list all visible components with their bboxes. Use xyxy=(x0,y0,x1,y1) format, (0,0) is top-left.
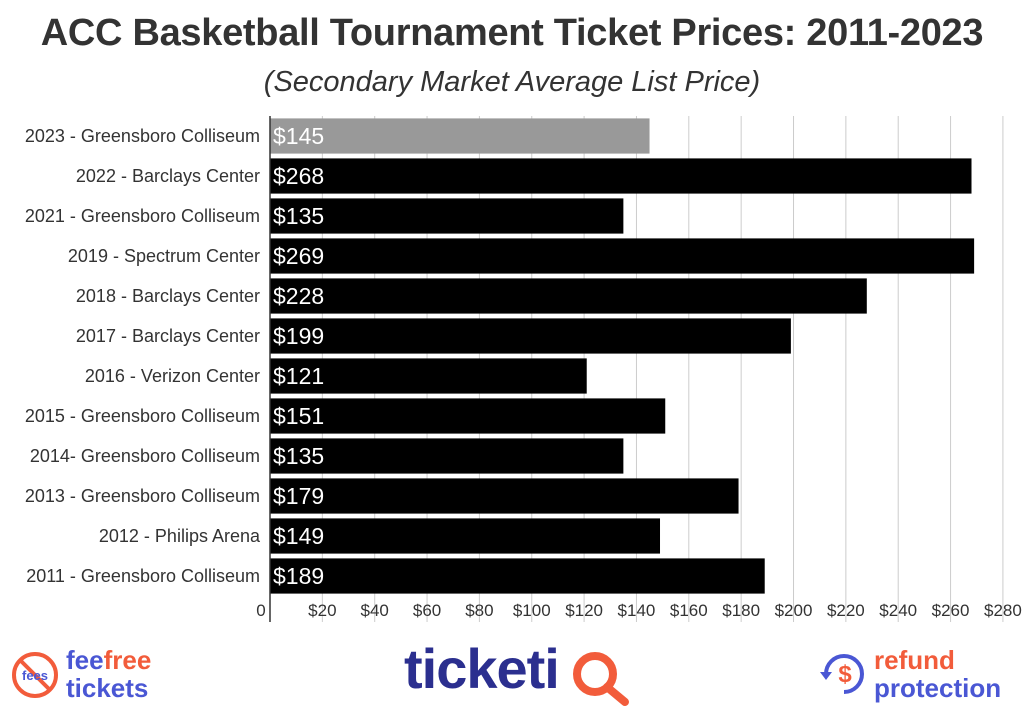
fees-icon-text: fees xyxy=(22,668,48,683)
x-tick-label: $80 xyxy=(465,601,493,620)
x-tick-label: $200 xyxy=(775,601,813,620)
category-label: 2011 - Greensboro Colliseum xyxy=(26,566,260,586)
footer: fees feefree tickets ticketi $ refund pr… xyxy=(0,636,1024,714)
chart-subtitle: (Secondary Market Average List Price) xyxy=(263,66,761,98)
ticketiq-wordmark: ticketi xyxy=(404,637,560,700)
bar xyxy=(270,198,624,234)
free-word: free xyxy=(103,645,152,675)
x-tick-label: $60 xyxy=(413,601,441,620)
bar xyxy=(270,518,661,554)
bar xyxy=(270,318,791,354)
protection-word: protection xyxy=(874,673,1002,703)
category-label: 2014- Greensboro Colliseum xyxy=(30,446,260,466)
x-tick-label: $100 xyxy=(513,601,551,620)
feefree-tickets-logo[interactable]: fees feefree tickets xyxy=(10,644,210,708)
category-label: 2017 - Barclays Center xyxy=(76,326,260,346)
refund-dollar-icon: $ xyxy=(820,654,864,694)
x-tick-label: $260 xyxy=(932,601,970,620)
bar-chart: 2023 - Greensboro Colliseum $145 2022 - Ba… xyxy=(25,116,1022,622)
bar-value-label: $135 xyxy=(273,203,324,229)
category-label: 2013 - Greensboro Colliseum xyxy=(25,486,260,506)
x-tick-label: $20 xyxy=(308,601,336,620)
category-label: 2023 - Greensboro Colliseum xyxy=(25,126,260,146)
bar-value-label: $179 xyxy=(273,483,324,509)
tickets-word: tickets xyxy=(66,673,149,703)
category-label: 2021 - Greensboro Colliseum xyxy=(25,206,260,226)
category-label: 2022 - Barclays Center xyxy=(76,166,260,186)
bar-value-label: $268 xyxy=(273,163,324,189)
bar-value-label: $145 xyxy=(273,123,324,149)
bar-value-label: $269 xyxy=(273,243,324,269)
bar-value-label: $121 xyxy=(273,363,324,389)
refund-protection-text: refund protection xyxy=(874,646,1001,702)
dollar-symbol: $ xyxy=(838,661,852,688)
category-label: 2018 - Barclays Center xyxy=(76,286,260,306)
refund-word: refund xyxy=(874,645,955,675)
x-tick-label: $120 xyxy=(565,601,603,620)
bar-value-label: $151 xyxy=(273,403,324,429)
bar-value-label: $149 xyxy=(273,523,324,549)
x-tick-label: $140 xyxy=(618,601,656,620)
category-label: 2016 - Verizon Center xyxy=(85,366,260,386)
bar xyxy=(270,238,975,274)
bar-value-label: $189 xyxy=(273,563,324,589)
x-tick-label: $180 xyxy=(722,601,760,620)
x-tick-label: 0 xyxy=(256,601,265,620)
bar xyxy=(270,278,867,314)
bar xyxy=(270,158,972,194)
bar xyxy=(270,398,666,434)
chart-title: ACC Basketball Tournament Ticket Prices:… xyxy=(40,12,984,54)
category-label: 2019 - Spectrum Center xyxy=(68,246,260,266)
category-label: 2012 - Philips Arena xyxy=(99,526,261,546)
bar-value-label: $228 xyxy=(273,283,324,309)
bar xyxy=(270,358,587,394)
x-tick-label: $240 xyxy=(879,601,917,620)
x-tick-label: $220 xyxy=(827,601,865,620)
x-tick-label: $280 xyxy=(984,601,1022,620)
refund-protection-logo[interactable]: $ refund protection xyxy=(818,644,1024,708)
feefree-tickets-text: feefree tickets xyxy=(66,646,151,702)
x-tick-label: $40 xyxy=(361,601,389,620)
bar-value-label: $135 xyxy=(273,443,324,469)
magnifier-q-icon xyxy=(573,652,629,706)
no-fees-icon: fees xyxy=(12,652,58,698)
bar xyxy=(270,118,650,154)
bar xyxy=(270,438,624,474)
ticketiq-logo[interactable]: ticketi xyxy=(404,636,560,701)
fee-word: fee xyxy=(66,645,104,675)
category-label: 2015 - Greensboro Colliseum xyxy=(25,406,260,426)
bar-value-label: $199 xyxy=(273,323,324,349)
bar xyxy=(270,478,739,514)
bar xyxy=(270,558,765,594)
x-tick-label: $160 xyxy=(670,601,708,620)
